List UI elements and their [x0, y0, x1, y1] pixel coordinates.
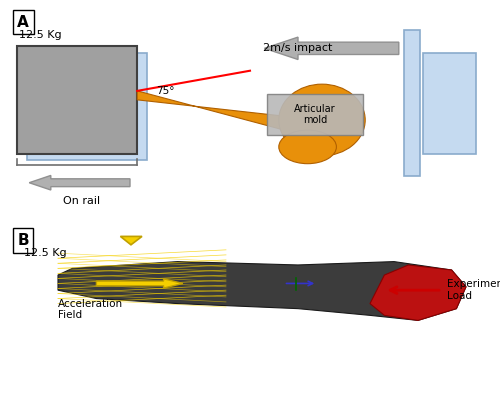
- FancyArrow shape: [29, 176, 130, 190]
- Ellipse shape: [279, 84, 365, 156]
- Text: Experimental
Load: Experimental Load: [447, 279, 500, 301]
- Text: A: A: [17, 15, 29, 30]
- FancyBboxPatch shape: [404, 30, 420, 176]
- Text: 75°: 75°: [156, 86, 175, 96]
- FancyArrow shape: [96, 279, 183, 288]
- Text: Articular
mold: Articular mold: [294, 104, 336, 125]
- FancyBboxPatch shape: [267, 94, 363, 134]
- Polygon shape: [137, 91, 288, 131]
- FancyArrow shape: [264, 37, 399, 60]
- FancyBboxPatch shape: [423, 53, 476, 154]
- Polygon shape: [58, 262, 466, 320]
- Polygon shape: [120, 236, 142, 245]
- Text: On rail: On rail: [64, 196, 100, 206]
- Text: 2m/s impact: 2m/s impact: [264, 43, 332, 53]
- Ellipse shape: [279, 130, 336, 164]
- Polygon shape: [370, 265, 466, 320]
- Text: 12.5 Kg: 12.5 Kg: [24, 248, 67, 258]
- FancyBboxPatch shape: [27, 53, 147, 160]
- Text: Acceleration
Field: Acceleration Field: [58, 298, 123, 320]
- Text: B: B: [17, 233, 29, 248]
- Text: 12.5 Kg: 12.5 Kg: [18, 30, 62, 40]
- FancyBboxPatch shape: [17, 46, 137, 154]
